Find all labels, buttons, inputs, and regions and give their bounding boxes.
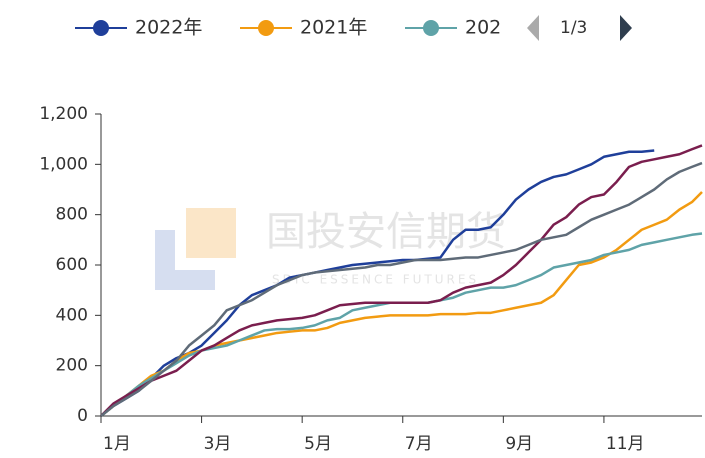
y-tick-label: 400 bbox=[56, 305, 88, 325]
y-tick-label: 600 bbox=[56, 255, 88, 275]
x-tick-label: 3月 bbox=[204, 434, 232, 454]
y-tick-label: 800 bbox=[56, 205, 88, 225]
x-tick-label: 7月 bbox=[405, 434, 433, 454]
x-tick-label: 11月 bbox=[606, 434, 645, 454]
legend-prev[interactable] bbox=[527, 15, 539, 41]
watermark-logo bbox=[155, 230, 215, 290]
x-tick-label: 9月 bbox=[505, 434, 533, 454]
legend-label: 2021年 bbox=[300, 17, 367, 39]
watermark-logo bbox=[186, 208, 236, 258]
series-line bbox=[100, 161, 703, 417]
legend-marker bbox=[93, 20, 109, 36]
y-tick-label: 200 bbox=[56, 356, 88, 376]
series-line bbox=[100, 149, 655, 417]
y-tick-label: 0 bbox=[77, 406, 88, 426]
x-tick-label: 1月 bbox=[103, 434, 131, 454]
watermark: 国投安信期货 SDIC ESSENCE FUTURES bbox=[155, 208, 506, 290]
watermark-subtext: SDIC ESSENCE FUTURES bbox=[272, 273, 479, 287]
legend-page: 1/3 bbox=[560, 18, 587, 38]
legend-marker bbox=[258, 20, 274, 36]
series-line bbox=[100, 144, 703, 417]
legend: 1/3 2022年 2021年 202 bbox=[75, 15, 632, 41]
legend-marker bbox=[423, 20, 439, 36]
watermark-text: 国投安信期货 bbox=[266, 209, 506, 255]
legend-label: 2022年 bbox=[135, 17, 202, 39]
y-tick-label: 1,200 bbox=[39, 104, 88, 124]
x-tick-label: 5月 bbox=[304, 434, 332, 454]
legend-label: 202 bbox=[465, 17, 501, 39]
y-tick-label: 1,000 bbox=[39, 154, 88, 174]
legend-next[interactable] bbox=[620, 15, 632, 41]
